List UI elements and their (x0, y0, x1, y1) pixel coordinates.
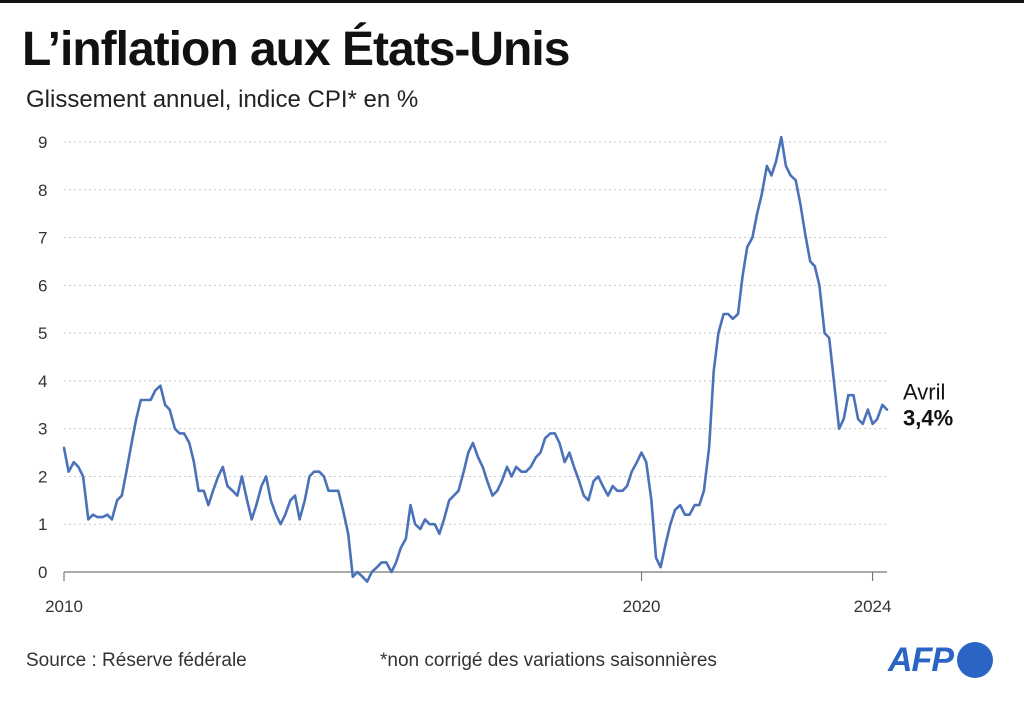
y-tick-label-3: 3 (38, 420, 47, 439)
y-tick-label-4: 4 (38, 372, 47, 391)
y-tick-label-6: 6 (38, 276, 47, 295)
x-tick-label-2020: 2020 (623, 597, 661, 616)
source-note: Source : Réserve fédérale (26, 650, 247, 671)
y-tick-label-2: 2 (38, 467, 47, 486)
y-tick-label-5: 5 (38, 324, 47, 343)
top-rule (0, 0, 1024, 3)
y-tick-label-8: 8 (38, 181, 47, 200)
annotation-value: 3,4% (903, 406, 953, 431)
chart-title: L’inflation aux États-Unis (22, 23, 570, 76)
series-line-0 (62, 135, 889, 583)
y-tick-label-7: 7 (38, 229, 47, 248)
footnote: *non corrigé des variations saisonnières (380, 650, 717, 671)
afp-logo: AFP (888, 640, 993, 680)
y-tick-label-0: 0 (38, 563, 47, 582)
chart-subtitle: Glissement annuel, indice CPI* en % (26, 86, 419, 113)
y-tick-label-1: 1 (38, 515, 47, 534)
x-tick-label-2010: 2010 (45, 597, 83, 616)
afp-logo-text: AFP (888, 640, 954, 679)
x-tick-label-2024: 2024 (854, 597, 892, 616)
annotation-label: Avril (903, 380, 945, 405)
afp-logo-dot (957, 642, 993, 678)
y-tick-label-9: 9 (38, 133, 47, 152)
